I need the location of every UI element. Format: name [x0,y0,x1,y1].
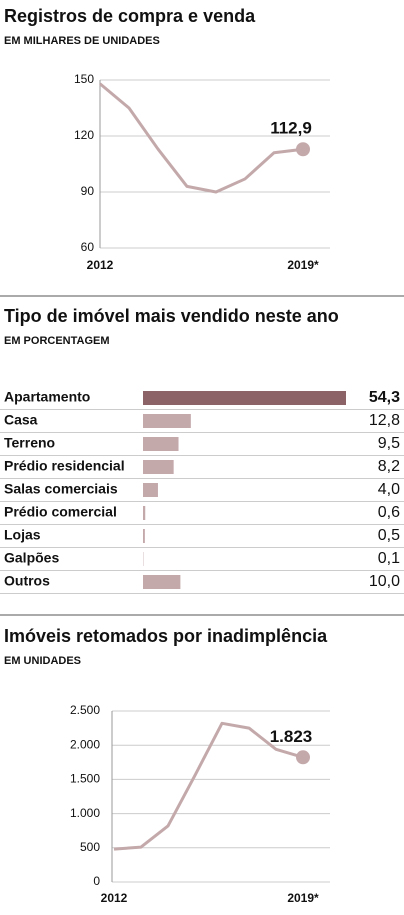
bar [143,460,174,474]
end-dot [296,142,310,157]
y-tick-label: 150 [74,72,94,86]
chart-title: Tipo de imóvel mais vendido neste ano [4,306,339,326]
chart-title: Registros de compra e venda [4,6,256,26]
chart-title: Imóveis retomados por inadimplência [4,626,328,646]
y-tick-label: 0 [93,874,100,888]
y-tick-label: 2.000 [70,737,100,751]
category-label: Outros [4,573,50,589]
bar [143,483,158,497]
y-tick-label: 500 [80,840,100,854]
value-label: 0,1 [378,550,400,567]
chart-subtitle: EM PORCENTAGEM [4,335,110,347]
category-label: Prédio residencial [4,458,125,474]
category-label: Apartamento [4,389,90,405]
y-tick-label: 1.000 [70,806,100,820]
value-label: 1.823 [270,727,313,746]
end-dot [296,750,310,765]
line [113,721,304,851]
value-label: 12,8 [369,412,400,429]
line [99,82,304,194]
y-tick-label: 90 [81,184,95,198]
bar [143,414,191,428]
y-tick-label: 120 [74,128,94,142]
category-label: Casa [4,412,38,428]
chart-subtitle: EM UNIDADES [4,655,81,667]
bar [143,391,346,405]
y-tick-label: 60 [81,240,95,254]
x-tick-label: 2019* [287,891,319,905]
category-label: Terreno [4,435,55,451]
bar [143,506,146,520]
x-tick-label: 2012 [101,891,128,905]
category-label: Lojas [4,527,41,543]
value-label: 0,5 [378,527,400,544]
value-label: 54,3 [369,389,400,406]
value-label: 4,0 [378,481,400,498]
value-label: 8,2 [378,458,400,475]
value-label: 9,5 [378,435,400,452]
y-tick-label: 2.500 [70,703,100,717]
category-label: Galpões [4,550,59,566]
x-tick-label: 2012 [87,258,114,272]
bar [143,437,179,451]
value-label: 112,9 [270,119,312,138]
value-label: 10,0 [369,573,400,590]
category-label: Salas comerciais [4,481,118,497]
bar [143,529,145,543]
value-label: 0,6 [378,504,400,521]
chart-subtitle: EM MILHARES DE UNIDADES [4,35,160,47]
x-tick-label: 2019* [287,258,319,272]
bar [143,575,181,589]
y-tick-label: 1.500 [70,772,100,786]
category-label: Prédio comercial [4,504,117,520]
